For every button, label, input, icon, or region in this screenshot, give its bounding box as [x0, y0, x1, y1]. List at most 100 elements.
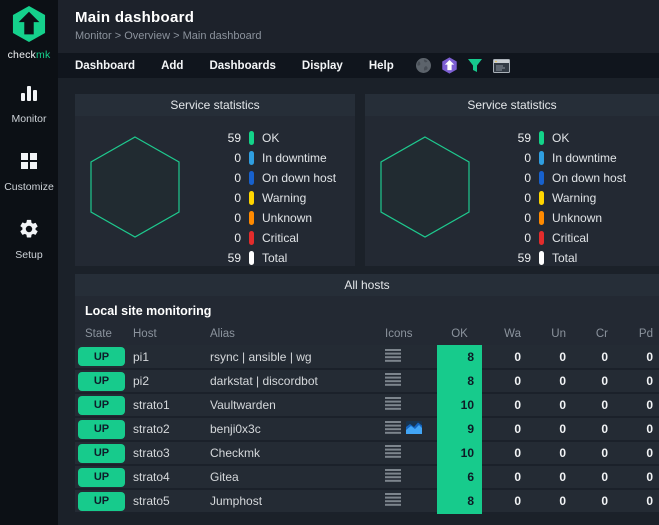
stats-row: Service statistics 59 OK 0 In downtime 0… — [75, 94, 659, 266]
globe-icon[interactable] — [415, 57, 432, 74]
host-icons-cell[interactable] — [385, 417, 437, 442]
legend-label: Warning — [262, 191, 307, 205]
host-state-badge[interactable]: UP — [78, 467, 125, 487]
host-icons-cell[interactable] — [385, 393, 437, 418]
legend-count: 0 — [524, 191, 531, 205]
host-icons-cell[interactable] — [385, 345, 437, 370]
menu-icon[interactable] — [385, 445, 401, 461]
ok-count-cell[interactable]: 6 — [437, 465, 482, 490]
menu-icon[interactable] — [385, 493, 401, 509]
sidebar-item-setup[interactable]: Setup — [0, 214, 58, 265]
col-header-wa[interactable]: Wa — [504, 328, 521, 340]
host-alias: benji0x3c — [210, 417, 385, 442]
legend-count: 0 — [234, 151, 241, 165]
sidebar-item-customize[interactable]: Customize — [0, 146, 58, 197]
filter-icon[interactable] — [467, 57, 484, 74]
ok-count-cell[interactable]: 8 — [437, 369, 482, 394]
sidebar-item-monitor[interactable]: Monitor — [0, 78, 58, 129]
panel-title[interactable]: Service statistics — [365, 94, 659, 116]
cr-count-cell: 0 — [572, 465, 614, 490]
legend-color-bar — [539, 131, 544, 145]
host-state-badge[interactable]: UP — [78, 491, 125, 511]
ok-count-cell[interactable]: 9 — [437, 417, 482, 442]
host-name-link[interactable]: strato1 — [133, 393, 210, 418]
menu-icon[interactable] — [385, 469, 401, 485]
table-row: UP pi1 rsync | ansible | wg 8 — [75, 345, 659, 370]
col-header-host[interactable]: Host — [133, 328, 157, 340]
legend-count: 0 — [234, 191, 241, 205]
host-icons-cell[interactable] — [385, 369, 437, 394]
menu-item-display[interactable]: Display — [301, 59, 343, 72]
menu-icon[interactable] — [385, 348, 401, 365]
wa-count-cell: 0 — [482, 345, 527, 370]
logo-text: checkmk — [7, 49, 51, 61]
sidebar: checkmk Monitor Customize — [0, 0, 58, 525]
host-state-badge[interactable]: UP — [78, 371, 125, 391]
state-cell: UP — [75, 393, 133, 418]
host-alias: Vaultwarden — [210, 393, 385, 418]
dashboard-content: Service statistics 59 OK 0 In downtime 0… — [58, 78, 659, 514]
sidebar-item-label: Customize — [4, 181, 54, 193]
legend-color-bar — [249, 211, 254, 225]
col-header-alias[interactable]: Alias — [210, 328, 235, 340]
graph-icon[interactable] — [406, 421, 423, 437]
hosts-table-body: UP pi1 rsync | ansible | wg 8 — [75, 345, 659, 514]
host-state-badge[interactable]: UP — [78, 443, 125, 463]
panel-title[interactable]: All hosts — [75, 274, 659, 296]
host-state-badge[interactable]: UP — [78, 395, 125, 415]
ok-count-cell[interactable]: 8 — [437, 345, 482, 370]
host-icons-cell[interactable] — [385, 465, 437, 490]
legend-label: Critical — [552, 231, 589, 245]
legend-row: 0 Warning — [493, 188, 626, 208]
window-icon[interactable] — [492, 57, 510, 74]
stats-body: 59 OK 0 In downtime 0 On down host 0 War… — [75, 116, 355, 266]
menu-item-dashboard[interactable]: Dashboard — [75, 59, 136, 72]
col-header-icons[interactable]: Icons — [385, 328, 413, 340]
ok-count-cell[interactable]: 10 — [437, 393, 482, 418]
host-state-badge[interactable]: UP — [78, 347, 125, 366]
un-count-cell: 0 — [527, 441, 572, 466]
legend-count: 0 — [234, 211, 241, 225]
host-state-badge[interactable]: UP — [78, 419, 125, 439]
col-header-un[interactable]: Un — [551, 328, 566, 340]
legend-row: 0 On down host — [493, 168, 626, 188]
un-count-cell: 0 — [527, 417, 572, 442]
host-name-link[interactable]: pi1 — [133, 345, 210, 370]
col-header-cr[interactable]: Cr — [595, 328, 608, 340]
menu-icon[interactable] — [385, 421, 401, 437]
host-icons-cell[interactable] — [385, 489, 437, 514]
col-header-pd[interactable]: Pd — [638, 328, 653, 340]
menu-icon[interactable] — [385, 373, 401, 389]
menubar: Dashboard Add Dashboards Display Help — [58, 53, 659, 78]
host-name-link[interactable]: strato4 — [133, 465, 210, 490]
menu-item-help[interactable]: Help — [368, 59, 394, 72]
col-header-state[interactable]: State — [85, 328, 112, 340]
state-cell: UP — [75, 369, 133, 394]
status-hexagon-chart[interactable] — [380, 136, 470, 243]
host-name-link[interactable]: strato5 — [133, 489, 210, 514]
pd-count-cell: 0 — [614, 417, 659, 442]
host-alias: rsync | ansible | wg — [210, 345, 385, 370]
legend-label: On down host — [552, 171, 627, 185]
host-icons-cell[interactable] — [385, 441, 437, 466]
host-name-link[interactable]: strato2 — [133, 417, 210, 442]
checkmk-logo[interactable]: checkmk — [8, 5, 51, 61]
table-header-row: State Host Alias Icons OK Wa Un Cr Pd — [75, 323, 659, 345]
status-hexagon-chart[interactable] — [90, 136, 180, 243]
ok-count-cell[interactable]: 10 — [437, 441, 482, 466]
service-statistics-panel-1: Service statistics 59 OK 0 In downtime 0… — [75, 94, 355, 266]
panel-title[interactable]: Service statistics — [75, 94, 355, 116]
checkmk-hexagon-icon[interactable] — [441, 57, 458, 74]
ok-count-cell[interactable]: 8 — [437, 489, 482, 514]
host-name-link[interactable]: strato3 — [133, 441, 210, 466]
legend-color-bar — [249, 131, 254, 145]
un-count-cell: 0 — [527, 465, 572, 490]
menu-item-dashboards[interactable]: Dashboards — [209, 59, 276, 72]
wa-count-cell: 0 — [482, 465, 527, 490]
menu-icon[interactable] — [385, 397, 401, 413]
host-name-link[interactable]: pi2 — [133, 369, 210, 394]
menu-item-add[interactable]: Add — [161, 59, 184, 72]
col-header-ok[interactable]: OK — [451, 328, 468, 340]
checkmk-hexagon-logo-icon — [12, 6, 46, 42]
legend-label: Total — [262, 251, 288, 265]
